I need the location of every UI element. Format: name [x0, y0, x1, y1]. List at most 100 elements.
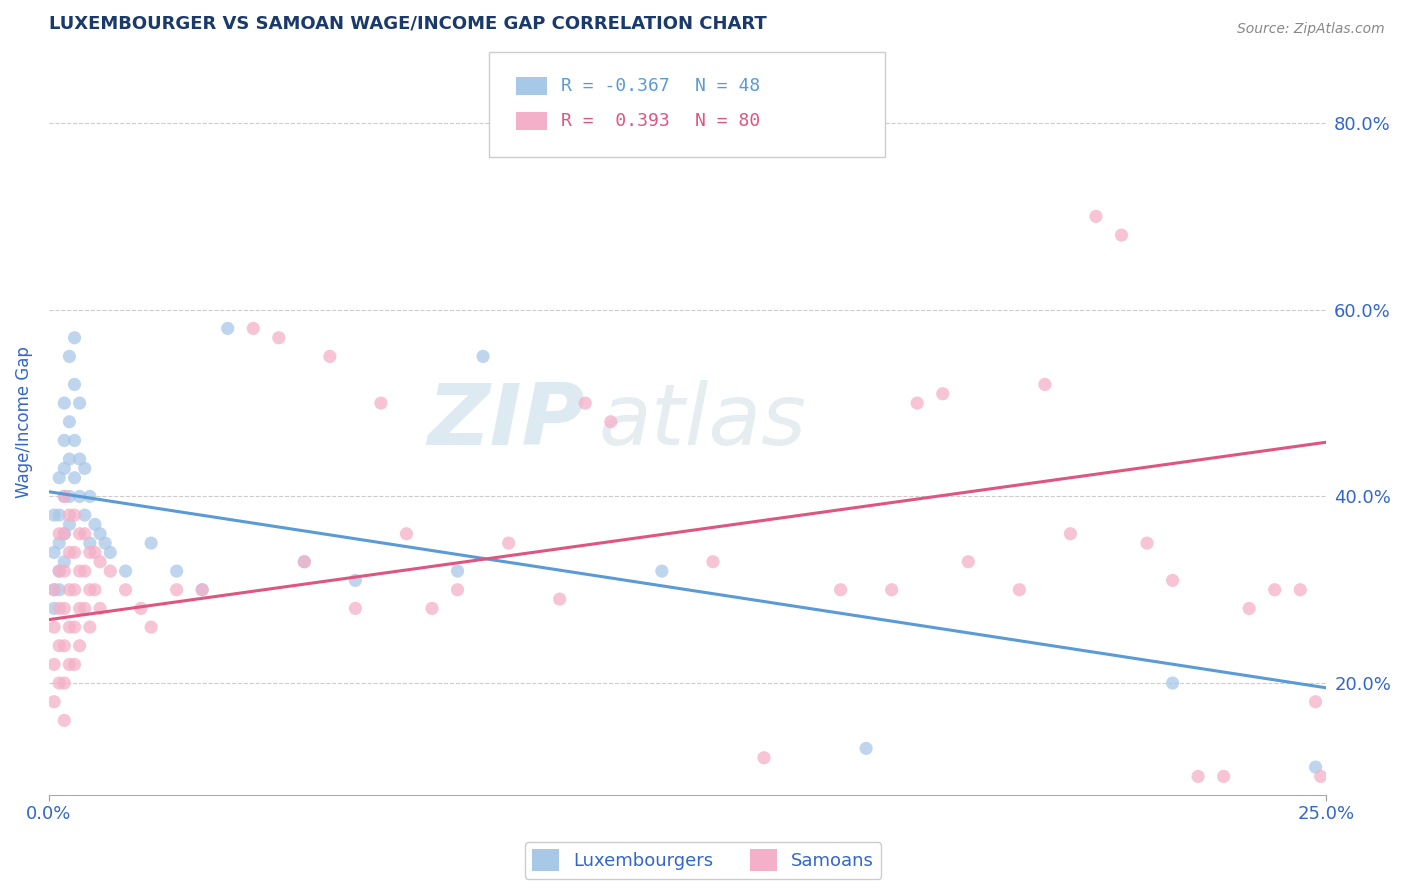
Point — [48, 508, 70, 522]
Point — [599, 415, 621, 429]
Point — [344, 601, 367, 615]
Point — [58, 657, 80, 672]
Point — [58, 452, 80, 467]
Point — [48, 582, 70, 597]
Text: N = 48: N = 48 — [695, 77, 761, 95]
Point — [129, 601, 152, 615]
Point — [932, 386, 955, 401]
Legend: Luxembourgers, Samoans: Luxembourgers, Samoans — [524, 842, 882, 879]
Point — [1264, 582, 1286, 597]
Point — [1033, 377, 1056, 392]
Point — [42, 657, 65, 672]
Point — [1212, 769, 1234, 783]
Point — [139, 536, 162, 550]
Point — [94, 536, 117, 550]
Text: R =  0.393: R = 0.393 — [561, 112, 669, 130]
Point — [53, 490, 76, 504]
Point — [53, 490, 76, 504]
Point — [53, 639, 76, 653]
Point — [79, 545, 101, 559]
Point — [344, 574, 367, 588]
Point — [58, 582, 80, 597]
FancyBboxPatch shape — [516, 77, 547, 95]
Point — [166, 582, 188, 597]
Point — [48, 639, 70, 653]
Point — [651, 564, 673, 578]
Point — [905, 396, 928, 410]
Point — [69, 601, 91, 615]
Point — [48, 471, 70, 485]
Text: ZIP: ZIP — [427, 380, 585, 463]
Point — [53, 526, 76, 541]
Point — [191, 582, 214, 597]
Point — [42, 582, 65, 597]
Point — [73, 508, 96, 522]
Point — [89, 555, 111, 569]
FancyBboxPatch shape — [516, 112, 547, 130]
Point — [73, 526, 96, 541]
Point — [498, 536, 520, 550]
Point — [69, 452, 91, 467]
Point — [1008, 582, 1031, 597]
FancyBboxPatch shape — [489, 52, 886, 157]
Point — [58, 545, 80, 559]
Point — [79, 490, 101, 504]
Point — [42, 620, 65, 634]
Point — [292, 555, 315, 569]
Point — [69, 526, 91, 541]
Point — [446, 564, 468, 578]
Point — [73, 564, 96, 578]
Point — [267, 331, 290, 345]
Point — [702, 555, 724, 569]
Point — [42, 582, 65, 597]
Point — [63, 331, 86, 345]
Point — [574, 396, 596, 410]
Point — [752, 750, 775, 764]
Point — [98, 564, 121, 578]
Point — [79, 582, 101, 597]
Point — [63, 377, 86, 392]
Point — [53, 434, 76, 448]
Point — [166, 564, 188, 578]
Point — [292, 555, 315, 569]
Point — [58, 490, 80, 504]
Point — [1305, 760, 1327, 774]
Point — [395, 526, 418, 541]
Point — [1136, 536, 1159, 550]
Point — [84, 582, 107, 597]
Point — [48, 536, 70, 550]
Point — [446, 582, 468, 597]
Point — [1111, 228, 1133, 243]
Point — [69, 564, 91, 578]
Point — [53, 676, 76, 690]
Point — [1084, 210, 1107, 224]
Point — [420, 601, 443, 615]
Point — [58, 620, 80, 634]
Point — [84, 517, 107, 532]
Point — [48, 564, 70, 578]
Point — [1161, 574, 1184, 588]
Point — [855, 741, 877, 756]
Point — [63, 471, 86, 485]
Text: LUXEMBOURGER VS SAMOAN WAGE/INCOME GAP CORRELATION CHART: LUXEMBOURGER VS SAMOAN WAGE/INCOME GAP C… — [49, 15, 766, 33]
Point — [84, 545, 107, 559]
Point — [48, 526, 70, 541]
Point — [63, 582, 86, 597]
Point — [217, 321, 239, 335]
Point — [242, 321, 264, 335]
Point — [89, 601, 111, 615]
Point — [63, 657, 86, 672]
Point — [58, 415, 80, 429]
Point — [79, 620, 101, 634]
Point — [89, 526, 111, 541]
Point — [48, 676, 70, 690]
Point — [139, 620, 162, 634]
Point — [63, 620, 86, 634]
Point — [114, 564, 136, 578]
Point — [63, 545, 86, 559]
Point — [319, 350, 342, 364]
Point — [79, 536, 101, 550]
Point — [548, 592, 571, 607]
Point — [53, 601, 76, 615]
Text: R = -0.367: R = -0.367 — [561, 77, 669, 95]
